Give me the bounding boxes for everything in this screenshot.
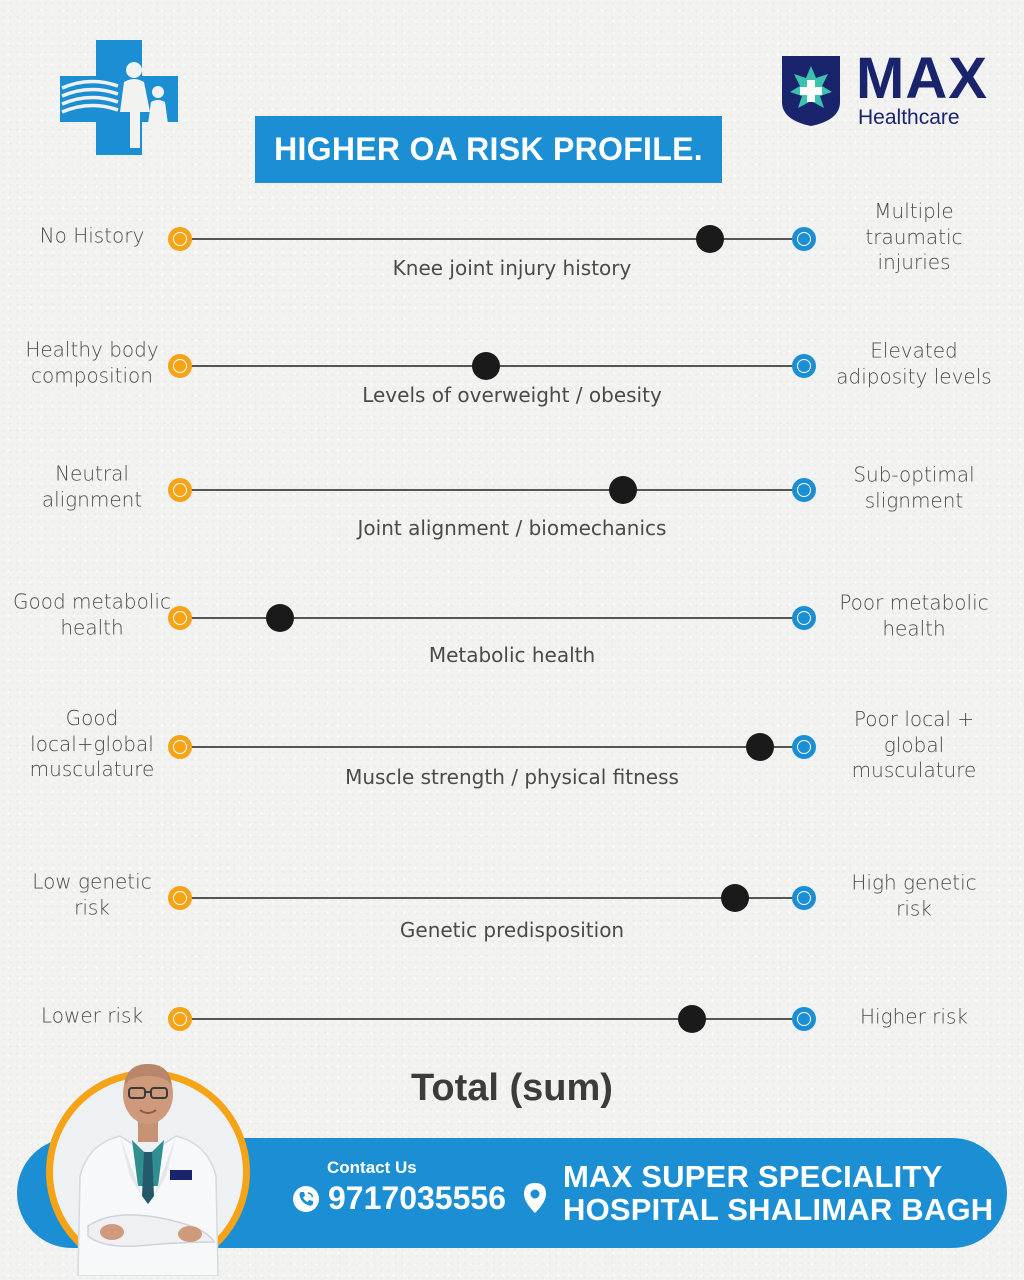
scale-track [180, 897, 804, 899]
hospital-name: MAX SUPER SPECIALITY HOSPITAL SHALIMAR B… [563, 1160, 993, 1226]
scale-name: Metabolic health [428, 643, 596, 667]
scale-name: Knee joint injury history [392, 256, 632, 280]
scale-track [180, 1018, 804, 1020]
low-end-marker [168, 227, 192, 251]
high-end-marker [792, 1007, 816, 1031]
scale-name: Muscle strength / physical fitness [345, 765, 679, 789]
risk-level-marker[interactable] [609, 476, 638, 504]
hospital-name-line2: HOSPITAL SHALIMAR BAGH [563, 1192, 994, 1227]
scale-name: Levels of overweight / obesity [362, 383, 662, 407]
low-end-marker [168, 735, 192, 759]
phone-icon [293, 1186, 319, 1212]
doctor-portrait-image [77, 1064, 219, 1276]
scale-left-label: Neutral alignment [41, 461, 143, 512]
risk-level-marker[interactable] [721, 884, 750, 912]
risk-level-marker[interactable] [265, 604, 294, 632]
risk-level-marker[interactable] [677, 1005, 706, 1033]
scale-right-label: Elevated adiposity levels [836, 338, 992, 389]
scale-name: Joint alignment / biomechanics [357, 516, 667, 540]
risk-level-marker[interactable] [471, 352, 500, 380]
location-pin-icon [524, 1183, 546, 1213]
scale-right-label: Sub-optimal slignment [853, 462, 975, 513]
low-end-marker [168, 478, 192, 502]
scale-name: Genetic predisposition [399, 918, 625, 942]
high-end-marker [792, 606, 816, 630]
high-end-marker [792, 354, 816, 378]
brand-name: MAX [856, 46, 988, 111]
page-title: HIGHER OA RISK PROFILE. [255, 116, 722, 183]
scale-track [180, 489, 804, 491]
high-end-marker [792, 735, 816, 759]
scale-left-label: Lower risk [40, 1003, 144, 1028]
risk-level-marker[interactable] [696, 225, 725, 253]
phone-number[interactable]: 9717035556 [328, 1180, 506, 1216]
scale-track [180, 617, 804, 619]
scale-right-label: Poor metabolic health [839, 590, 989, 641]
scale-right-label: Multiple traumatic injuries [865, 198, 963, 274]
scale-left-label: Healthy body composition [25, 337, 159, 388]
scale-right-label: High genetic risk [851, 870, 977, 921]
scale-track [180, 238, 804, 240]
max-healthcare-logo: MAX Healthcare [780, 48, 1005, 132]
hospital-name-line1: MAX SUPER SPECIALITY [563, 1159, 943, 1194]
brand-subtitle: Healthcare [858, 106, 960, 129]
scale-left-label: Low genetic risk [32, 869, 152, 920]
high-end-marker [792, 886, 816, 910]
risk-level-marker[interactable] [746, 733, 775, 761]
scale-right-label: Poor local + global musculature [851, 706, 977, 782]
scale-left-label: Good local+global musculature [29, 705, 155, 781]
total-label: Total (sum) [411, 1067, 613, 1109]
high-end-marker [792, 478, 816, 502]
scale-left-label: No History [39, 223, 145, 248]
low-end-marker [168, 354, 192, 378]
scale-left-label: Good metabolic health [13, 589, 171, 640]
high-end-marker [792, 227, 816, 251]
low-end-marker [168, 1007, 192, 1031]
scale-track [180, 746, 804, 748]
low-end-marker [168, 886, 192, 910]
scale-right-label: Higher risk [860, 1004, 968, 1029]
max-shield-icon [782, 56, 840, 126]
low-end-marker [168, 606, 192, 630]
medical-cross-family-icon [60, 40, 178, 155]
contact-label: Contact Us [327, 1158, 417, 1177]
